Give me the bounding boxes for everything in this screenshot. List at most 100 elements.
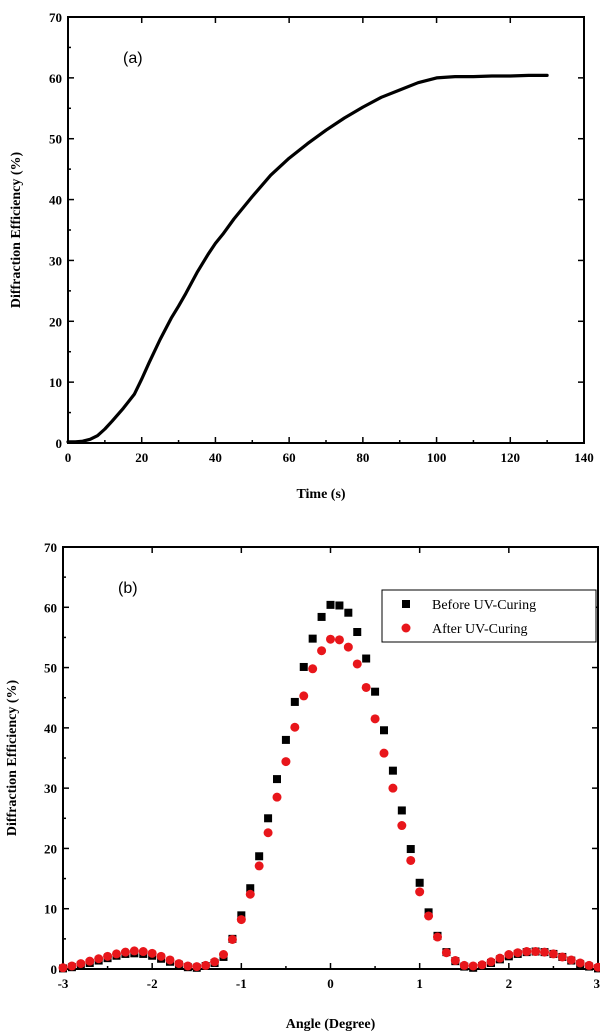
x-tick-label: 0	[65, 450, 72, 465]
legend-marker-circle	[401, 623, 411, 633]
y-tick-label: 60	[49, 71, 62, 86]
series-0	[59, 600, 600, 973]
data-point-square	[415, 878, 424, 887]
data-point-circle	[513, 948, 523, 958]
data-point-circle	[85, 956, 95, 966]
data-point-circle	[370, 714, 380, 724]
data-point-circle	[343, 642, 353, 652]
data-point-circle	[459, 960, 469, 970]
data-point-circle	[67, 961, 77, 971]
x-tick-label: -1	[236, 976, 247, 991]
data-point-circle	[76, 959, 86, 969]
data-point-circle	[477, 960, 487, 970]
data-point-circle	[201, 960, 211, 970]
data-point-circle	[272, 792, 282, 802]
data-point-circle	[290, 722, 300, 732]
data-line	[66, 73, 549, 444]
y-tick-label: 70	[49, 10, 62, 25]
data-point-circle	[379, 748, 389, 758]
data-point-circle	[236, 915, 246, 925]
data-point-circle	[548, 949, 558, 959]
data-point-circle	[575, 958, 585, 968]
y-tick-label: 20	[44, 841, 57, 856]
legend-label: After UV-Curing	[432, 622, 528, 637]
y-tick-label: 20	[49, 314, 62, 329]
y-tick-label: 0	[51, 962, 58, 977]
x-axis-title: Angle (Degree)	[286, 1017, 376, 1032]
data-point-circle	[388, 783, 398, 793]
legend-marker-square	[402, 600, 410, 608]
x-tick-label: 2	[506, 976, 513, 991]
x-tick-label: 0	[327, 976, 334, 991]
data-point-circle	[397, 821, 407, 831]
data-point-circle	[210, 957, 220, 967]
data-point-square	[264, 814, 273, 823]
chart-panel-a: 0 20 40 60 80 100 120 140 0 10 20 30 40 50 60 70 Time (s…	[9, 10, 594, 502]
data-point-circle	[540, 947, 549, 957]
data-point-circle	[120, 947, 130, 957]
data-point-circle	[299, 691, 309, 701]
series-1	[58, 634, 600, 973]
data-point-circle	[486, 957, 496, 967]
data-point-circle	[227, 934, 237, 944]
y-tick-label: 50	[49, 132, 62, 147]
data-point-circle	[361, 682, 371, 692]
data-point-circle	[504, 950, 514, 960]
x-tick-label: 40	[209, 450, 222, 465]
data-point-circle	[495, 953, 505, 963]
data-point-circle	[557, 952, 567, 962]
data-point-square	[317, 612, 326, 621]
y-axis-title: Diffraction Efficiency (%)	[9, 152, 24, 309]
data-point-circle	[433, 932, 442, 942]
y-tick-label: 40	[49, 193, 62, 208]
data-point-circle	[406, 855, 416, 865]
data-point-circle	[263, 828, 273, 838]
data-point-square	[335, 601, 344, 610]
data-point-circle	[219, 950, 228, 960]
data-point-square	[255, 852, 264, 861]
x-tick-label: 120	[501, 450, 521, 465]
y-tick-label: 70	[44, 540, 57, 555]
data-point-circle	[165, 955, 175, 965]
data-point-square	[273, 775, 281, 784]
panel-label: (a)	[123, 50, 143, 67]
data-point-circle	[281, 757, 291, 767]
y-tick-label: 0	[56, 436, 63, 451]
data-point-circle	[138, 947, 148, 957]
data-point-square	[281, 735, 290, 744]
y-tick-label: 10	[44, 902, 57, 917]
data-point-circle	[183, 961, 193, 971]
x-tick-label: 60	[283, 450, 296, 465]
data-point-square	[371, 687, 380, 696]
data-point-square	[362, 654, 371, 663]
plot-frame	[67, 16, 585, 444]
data-point-circle	[112, 949, 121, 959]
data-point-square	[406, 845, 415, 854]
x-tick-label: 20	[135, 450, 148, 465]
data-point-square	[290, 697, 299, 706]
legend-box	[381, 589, 597, 643]
y-tick-label: 30	[44, 781, 57, 796]
data-point-circle	[566, 955, 576, 965]
data-point-circle	[147, 948, 157, 958]
data-point-circle	[593, 962, 600, 972]
data-point-circle	[352, 659, 362, 669]
data-point-square	[380, 726, 388, 735]
data-point-square	[326, 600, 335, 609]
x-tick-label: -3	[58, 976, 69, 991]
x-tick-label: 80	[356, 450, 369, 465]
data-point-circle	[174, 959, 184, 969]
data-point-circle	[254, 861, 264, 871]
legend: Before UV-Curing After UV-Curing	[381, 589, 597, 643]
data-point-square	[388, 766, 397, 775]
data-point-circle	[531, 947, 541, 957]
data-point-square	[353, 628, 362, 637]
data-point-circle	[450, 956, 460, 966]
x-tick-label: 100	[427, 450, 447, 465]
data-point-circle	[522, 947, 532, 957]
data-point-circle	[156, 951, 166, 961]
x-axis-title: Time (s)	[296, 487, 345, 502]
y-tick-label: 40	[44, 721, 57, 736]
